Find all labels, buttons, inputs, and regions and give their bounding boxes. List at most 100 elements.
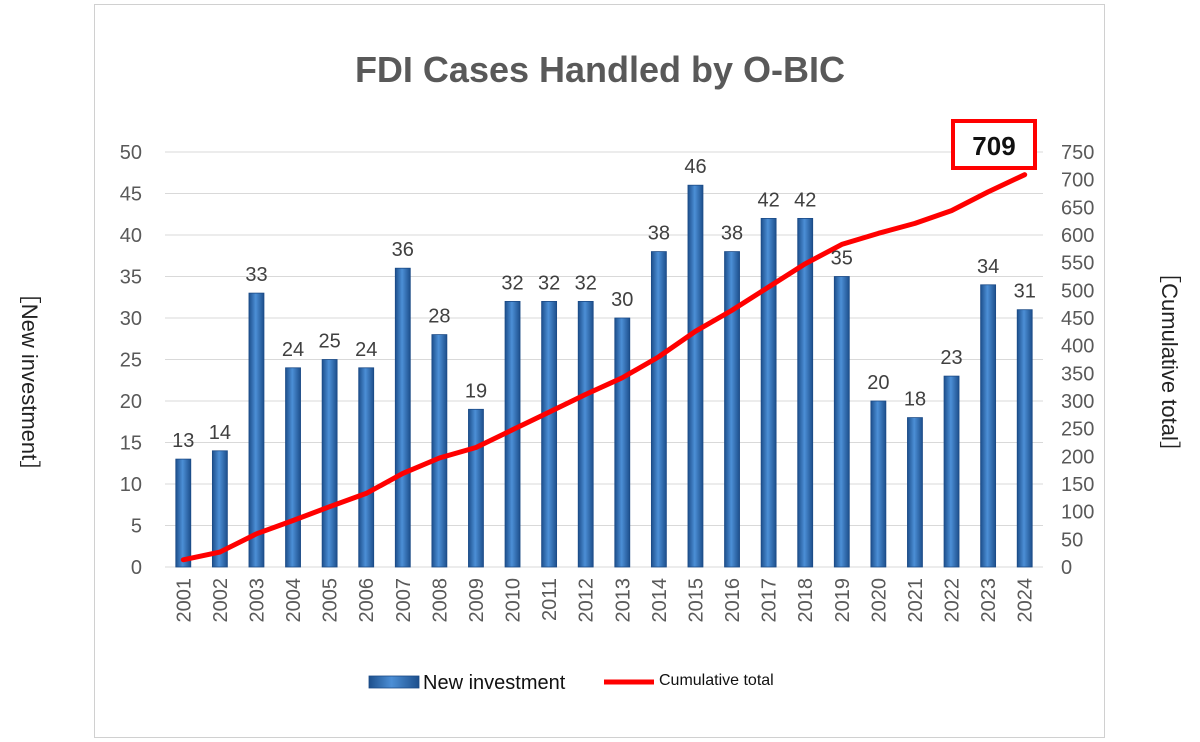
bar-data-label: 28 — [428, 306, 450, 328]
right-tick-label: 400 — [1061, 336, 1094, 358]
right-tick-label: 450 — [1061, 308, 1094, 330]
left-axis-title: ［New investment］ — [17, 282, 42, 483]
left-tick-label: 35 — [120, 267, 142, 289]
bar-data-label: 33 — [245, 264, 267, 286]
bar-series — [175, 184, 1033, 568]
bar-data-label: 24 — [282, 339, 304, 361]
x-tick-label: 2017 — [759, 578, 781, 623]
x-tick-label: 2018 — [795, 578, 817, 623]
x-tick-label: 2010 — [503, 578, 525, 623]
left-tick-label: 15 — [120, 433, 142, 455]
x-tick-label: 2019 — [832, 578, 854, 623]
chart-title: FDI Cases Handled by O-BIC — [355, 49, 845, 90]
callout: 709 — [951, 119, 1037, 170]
left-tick-label: 0 — [131, 557, 142, 579]
bar-data-label: 42 — [758, 189, 780, 211]
bar-data-label: 20 — [867, 372, 889, 394]
bar — [175, 458, 192, 568]
right-tick-label: 350 — [1061, 363, 1094, 385]
bar — [1016, 309, 1033, 568]
x-tick-label: 2008 — [429, 578, 451, 623]
left-tick-label: 40 — [120, 225, 142, 247]
right-tick-label: 650 — [1061, 197, 1094, 219]
x-tick-label: 2024 — [1015, 578, 1037, 623]
chart-frame — [94, 4, 1105, 738]
legend: New investment Cumulative total — [368, 672, 774, 694]
right-tick-label: 250 — [1061, 419, 1094, 441]
bar-data-label: 24 — [355, 339, 377, 361]
callout-label: 709 — [972, 131, 1015, 161]
gridlines — [165, 151, 1043, 568]
x-tick-label: 2009 — [466, 578, 488, 623]
right-tick-label: 0 — [1061, 557, 1072, 579]
bar — [760, 217, 777, 568]
bar — [468, 408, 484, 568]
right-tick-label: 750 — [1061, 142, 1094, 164]
legend-label-bar: New investment — [423, 672, 566, 694]
right-tick-label: 700 — [1061, 170, 1094, 192]
x-tick-label: 2023 — [978, 578, 1000, 623]
bar-data-label: 13 — [172, 430, 194, 452]
right-tick-label: 200 — [1061, 446, 1094, 468]
bar — [394, 267, 411, 568]
bar-data-label: 38 — [721, 223, 743, 245]
bar — [577, 300, 594, 568]
right-tick-label: 550 — [1061, 253, 1094, 275]
legend-swatch-bar — [368, 675, 420, 689]
right-tick-label: 600 — [1061, 225, 1094, 247]
right-tick-label: 150 — [1061, 474, 1094, 496]
bar-data-label: 32 — [501, 272, 523, 294]
left-tick-label: 5 — [131, 516, 142, 538]
x-tick-label: 2020 — [868, 578, 890, 623]
line-series — [180, 172, 1028, 563]
bar — [431, 334, 448, 568]
bar-data-label: 38 — [648, 223, 670, 245]
bar-data-label: 19 — [465, 380, 487, 402]
axes: 0510152025303540455005010015020025030035… — [120, 142, 1095, 623]
x-tick-label: 2021 — [905, 578, 927, 623]
x-tick-label: 2013 — [612, 578, 634, 623]
bar — [687, 184, 704, 568]
bar — [980, 284, 997, 568]
data-labels: 13 14 33 24 25 24 36 28 19 32 32 32 30 38 46 38 42 42 35 20… — [172, 156, 1036, 452]
right-axis-title: ［Cumulative total］ — [1157, 261, 1182, 463]
left-tick-label: 45 — [120, 184, 142, 206]
x-tick-label: 2001 — [173, 578, 195, 623]
x-tick-label: 2006 — [356, 578, 378, 623]
callout-box — [951, 119, 1037, 170]
bar-data-label: 35 — [831, 248, 853, 270]
right-tick-label: 100 — [1061, 502, 1094, 524]
left-tick-label: 10 — [120, 474, 142, 496]
bar-data-label: 23 — [940, 347, 962, 369]
bar-data-label: 34 — [977, 256, 999, 278]
bar — [541, 300, 558, 568]
x-tick-label: 2022 — [942, 578, 964, 623]
bar-data-label: 36 — [392, 239, 414, 261]
bar-data-label: 18 — [904, 389, 926, 411]
bar-data-label: 32 — [538, 272, 560, 294]
left-tick-label: 25 — [120, 350, 142, 372]
bar — [943, 375, 960, 568]
bar — [321, 359, 338, 568]
x-tick-label: 2012 — [576, 578, 598, 623]
bar-data-label: 31 — [1014, 281, 1036, 303]
left-tick-label: 20 — [120, 391, 142, 413]
x-tick-label: 2007 — [393, 578, 415, 623]
bar — [833, 276, 850, 568]
bar — [870, 400, 887, 568]
x-tick-label: 2005 — [320, 578, 342, 623]
bar — [797, 217, 814, 568]
bar — [724, 251, 740, 568]
bar-data-label: 46 — [684, 156, 706, 178]
right-tick-label: 50 — [1061, 529, 1083, 551]
bar — [650, 251, 667, 568]
x-tick-label: 2015 — [685, 578, 707, 623]
x-tick-label: 2016 — [722, 578, 744, 623]
bar — [211, 450, 228, 568]
bar-data-label: 14 — [209, 422, 231, 444]
left-tick-label: 30 — [120, 308, 142, 330]
right-tick-label: 500 — [1061, 280, 1094, 302]
bar — [285, 367, 301, 568]
bar-data-label: 32 — [575, 272, 597, 294]
